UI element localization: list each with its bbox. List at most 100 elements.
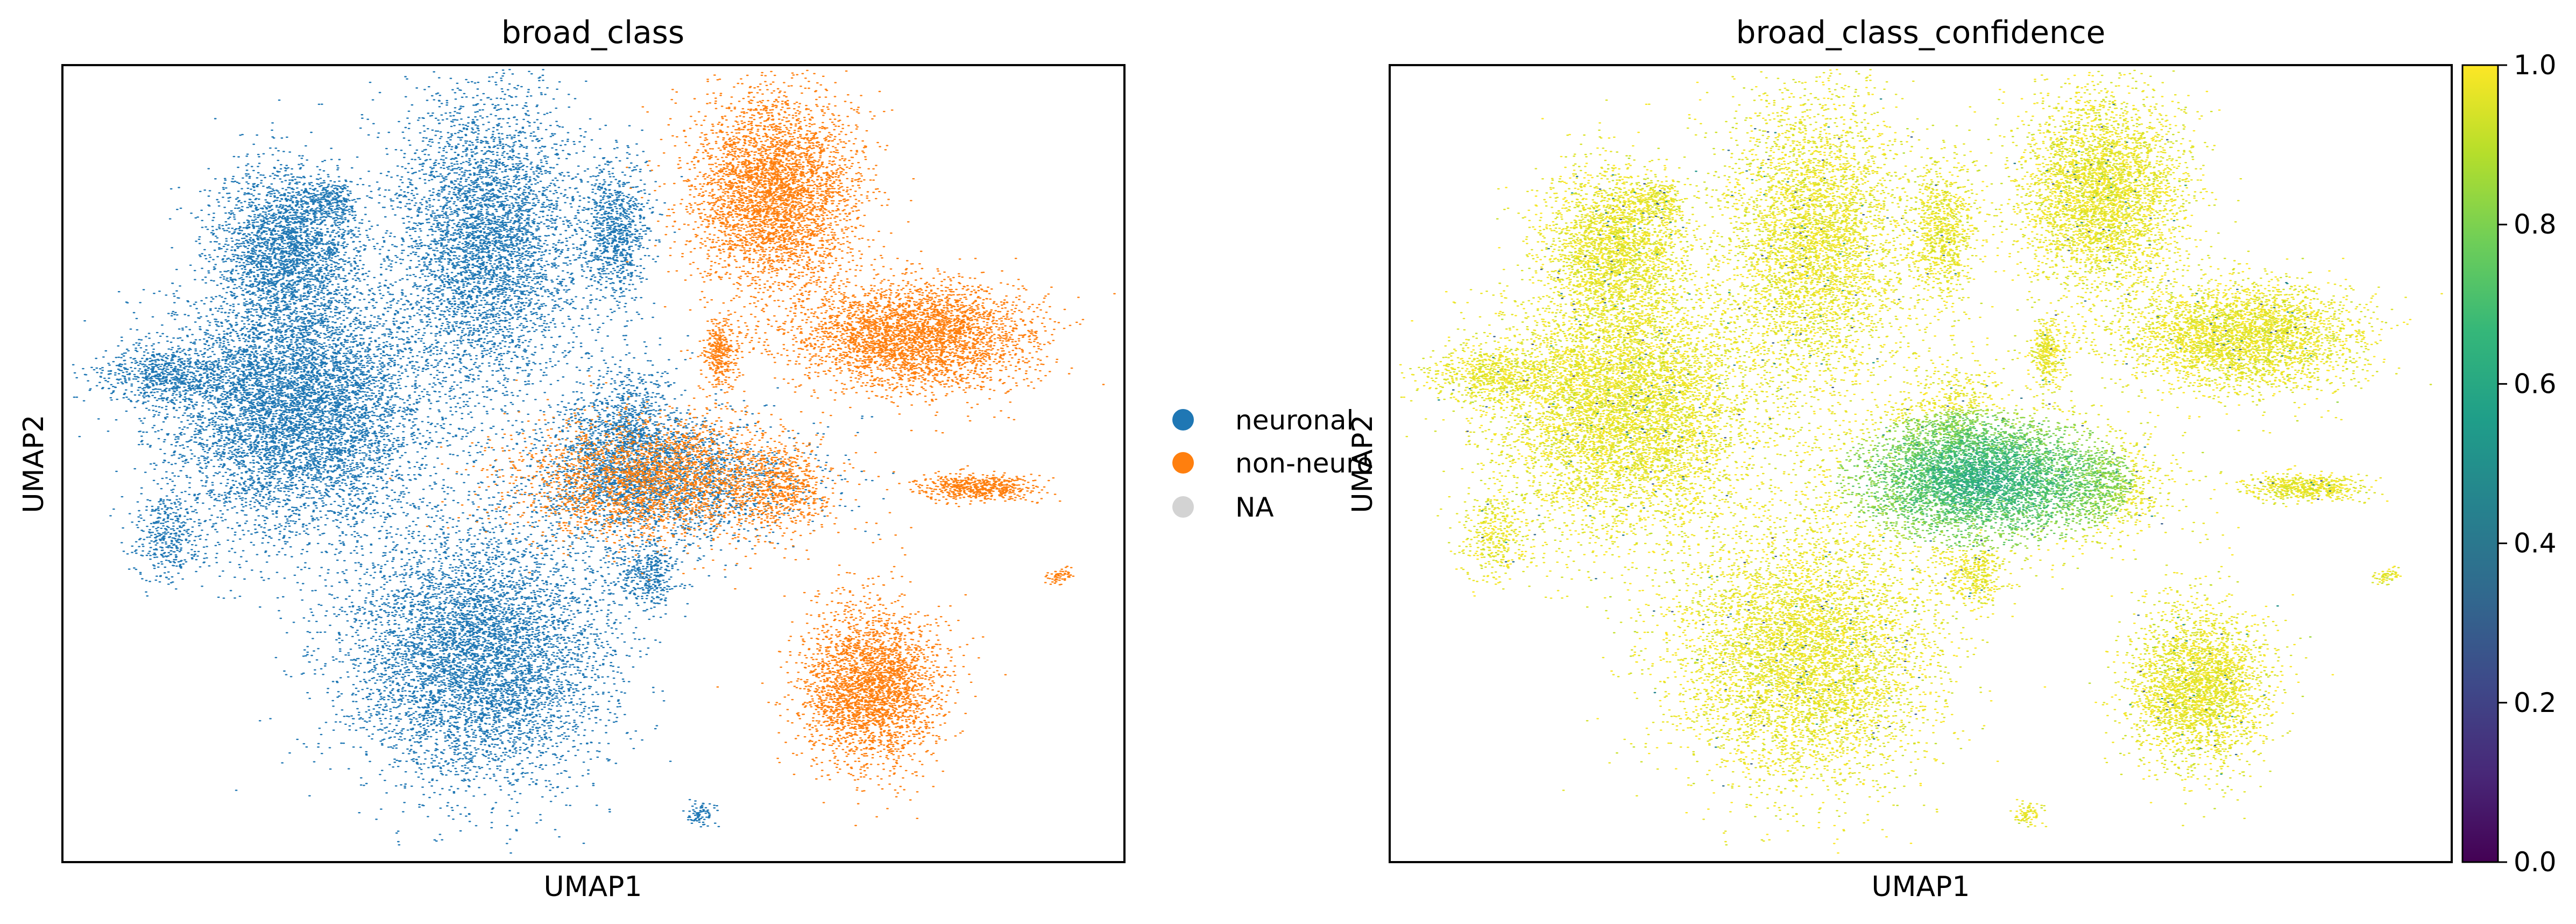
cell-points	[1594, 195, 2335, 683]
legend-marker-non-neuro	[1172, 452, 1194, 474]
cell-points	[1538, 217, 2276, 516]
cell-points	[1894, 424, 2134, 552]
cell-points	[1913, 418, 2116, 524]
cell-points	[1450, 89, 2342, 817]
cell-points	[1930, 441, 2113, 510]
cell-points	[1571, 317, 2307, 726]
cell-points	[1941, 422, 2041, 504]
cell-points	[1515, 128, 2276, 682]
cell-points	[1665, 191, 2289, 640]
cell-points	[1503, 144, 2285, 543]
cell-points	[2098, 183, 2120, 523]
cell-points	[1841, 436, 2104, 516]
cell-points	[1504, 181, 2288, 718]
colorbar-ticks: 0.0 0.2 0.4 0.6 0.8 1.0	[2498, 50, 2557, 878]
cell-points	[1858, 421, 2093, 532]
colorbar-tick-label: 1.0	[2514, 50, 2557, 81]
colorbar: 0.0 0.2 0.4 0.6 0.8 1.0	[2461, 50, 2557, 878]
legend-entry-non-neuro[interactable]: non-neuro	[1172, 448, 1373, 479]
cell-points	[1427, 72, 2398, 823]
cell-points	[1865, 429, 2101, 511]
x-axis-label: UMAP1	[1872, 871, 1970, 903]
cell-points	[1903, 126, 2104, 662]
cell-points	[1875, 455, 2037, 517]
cell-points	[1630, 396, 2175, 686]
cell-points	[1695, 171, 2291, 651]
cell-points	[1493, 87, 2412, 812]
cell-points	[1725, 217, 2152, 497]
cell-points	[1834, 163, 2016, 683]
cell-points	[1933, 439, 2063, 500]
cell-points	[388, 69, 1116, 827]
cell-points	[1682, 293, 2275, 484]
cell-points	[1902, 424, 2106, 524]
panel-broad-class-confidence: broad_class_confidence UMAP1 UMAP2 0.00.…	[1347, 14, 2557, 903]
cell-points	[1482, 89, 2343, 787]
legend: neuronal non-neuro NA	[1172, 405, 1373, 523]
cell-points	[1784, 230, 2118, 512]
cell-points	[1873, 419, 2118, 537]
cell-points	[1883, 443, 2002, 520]
cell-points	[1969, 446, 2147, 464]
cell-points	[1918, 421, 1978, 525]
cell-points	[1625, 431, 2243, 723]
cell-points	[1913, 424, 2040, 541]
cell-points	[1934, 435, 2107, 481]
cell-points	[1935, 459, 2043, 514]
cell-points	[1914, 440, 2061, 516]
cell-points	[1699, 138, 2228, 680]
cell-points	[1405, 100, 2347, 826]
cell-points	[1640, 126, 2032, 486]
cell-points	[1466, 138, 2105, 611]
cell-points	[1470, 74, 2384, 834]
cell-points	[1424, 103, 2384, 830]
cell-points	[1933, 431, 2089, 521]
cell-points	[1887, 430, 2113, 544]
colorbar-gradient	[2461, 64, 2499, 863]
colorbar-tick-label: 0.6	[2514, 368, 2557, 399]
cell-points	[1848, 410, 2104, 517]
cell-points	[1568, 329, 2212, 668]
cell-points	[1863, 439, 2101, 540]
scatter-points	[72, 69, 1116, 854]
cell-points	[1894, 427, 2078, 510]
cell-points	[1954, 443, 2070, 494]
cell-points	[1937, 421, 2120, 548]
cell-points	[1447, 123, 2343, 809]
cell-points	[1856, 474, 2102, 722]
cell-points	[1892, 427, 2109, 529]
cell-points	[1884, 461, 2048, 530]
cell-points	[1607, 178, 1977, 559]
legend-marker-neuronal	[1172, 409, 1194, 431]
cell-points	[1950, 358, 2063, 505]
plot-title: broad_class_confidence	[1736, 14, 2106, 51]
cell-points	[1697, 201, 2127, 615]
cell-points	[1912, 433, 2132, 527]
cell-points	[1878, 433, 2094, 512]
cell-points	[1418, 85, 2365, 817]
plot-frame	[1389, 64, 2453, 863]
legend-entry-neuronal[interactable]: neuronal	[1172, 405, 1354, 436]
cell-points	[1857, 419, 2128, 538]
cell-points	[1598, 150, 2235, 661]
cell-points	[1581, 115, 2289, 738]
cell-points	[1997, 475, 2118, 531]
cell-points	[1986, 492, 2040, 513]
cell-points	[1873, 424, 2046, 541]
legend-label-na: NA	[1235, 492, 1274, 523]
cell-points	[1597, 336, 1908, 641]
cell-points	[1888, 430, 2009, 493]
cell-points	[1550, 124, 2318, 757]
legend-label-neuronal: neuronal	[1235, 405, 1354, 436]
cell-points	[1572, 208, 1797, 377]
legend-entry-na[interactable]: NA	[1172, 492, 1274, 523]
cell-points	[1511, 221, 2273, 750]
cell-points	[1802, 204, 2012, 475]
cell-points	[1990, 434, 2073, 530]
cell-points	[1738, 308, 1808, 672]
cell-points	[1880, 428, 2054, 520]
cell-points	[1524, 417, 2073, 645]
cell-points	[1612, 403, 2174, 706]
cell-points	[1836, 419, 2117, 536]
